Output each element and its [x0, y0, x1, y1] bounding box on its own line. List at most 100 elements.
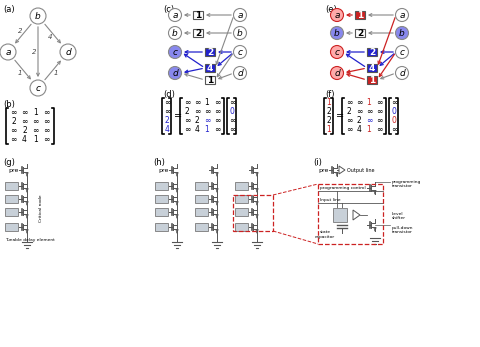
Circle shape [60, 44, 76, 60]
Text: 4: 4 [48, 34, 52, 40]
Bar [193, 29, 203, 37]
Text: ∞: ∞ [376, 107, 382, 116]
Text: programming control: programming control [320, 186, 366, 190]
Text: (g): (g) [3, 158, 15, 167]
Bar [205, 48, 215, 56]
Text: ∞: ∞ [391, 98, 397, 107]
Text: b: b [35, 11, 41, 20]
Text: 4: 4 [207, 64, 213, 73]
Text: ∞: ∞ [229, 125, 235, 134]
Circle shape [168, 26, 181, 40]
Text: Level
shifter: Level shifter [392, 212, 406, 220]
Bar [195, 208, 208, 216]
Bar [367, 48, 377, 56]
Polygon shape [353, 210, 360, 220]
Text: ∞: ∞ [204, 107, 210, 116]
Text: state
capacitor: state capacitor [315, 230, 335, 239]
Text: d: d [65, 48, 71, 57]
Text: ∞: ∞ [214, 125, 220, 134]
Text: 2: 2 [18, 28, 22, 34]
Text: b: b [399, 28, 405, 37]
Text: 2: 2 [357, 28, 363, 37]
Text: d: d [172, 68, 178, 77]
Text: c: c [36, 84, 40, 93]
Bar [195, 223, 208, 231]
Circle shape [233, 45, 247, 59]
Text: 4: 4 [165, 125, 169, 134]
Text: 1: 1 [18, 69, 22, 76]
Bar [355, 11, 365, 19]
Text: 2: 2 [326, 107, 331, 116]
Text: (f): (f) [325, 90, 335, 99]
Text: c: c [399, 48, 405, 57]
Text: ∞: ∞ [43, 126, 50, 135]
Text: ∞: ∞ [43, 135, 50, 144]
Text: 4: 4 [22, 135, 27, 144]
Text: a: a [5, 48, 11, 57]
Text: Output line: Output line [347, 168, 374, 172]
Text: ∞: ∞ [346, 125, 352, 134]
Circle shape [396, 67, 408, 79]
Bar [235, 223, 248, 231]
Circle shape [396, 8, 408, 22]
Text: (h): (h) [153, 158, 165, 167]
Text: ∞: ∞ [164, 98, 170, 107]
Bar [333, 208, 347, 222]
Text: ∞: ∞ [366, 116, 372, 125]
Bar [155, 208, 168, 216]
Text: 2: 2 [32, 49, 36, 55]
Bar [235, 195, 248, 203]
Text: 4: 4 [369, 64, 375, 73]
Text: 1: 1 [326, 125, 331, 134]
Text: =: = [336, 111, 344, 121]
Text: ∞: ∞ [214, 107, 220, 116]
Text: ∞: ∞ [194, 107, 200, 116]
Text: a: a [237, 10, 243, 19]
Text: c: c [335, 48, 339, 57]
Text: ∞: ∞ [214, 98, 220, 107]
Text: a: a [172, 10, 178, 19]
Text: ∞: ∞ [204, 116, 210, 125]
Text: 1: 1 [33, 108, 38, 117]
Text: ∞: ∞ [164, 107, 170, 116]
Text: 1: 1 [369, 76, 375, 85]
Text: ∞: ∞ [376, 125, 382, 134]
Circle shape [396, 26, 408, 40]
Text: 0: 0 [229, 107, 234, 116]
Circle shape [0, 44, 16, 60]
Text: 2: 2 [195, 28, 201, 37]
Text: ∞: ∞ [21, 108, 28, 117]
Text: 1: 1 [195, 10, 201, 19]
Bar [195, 195, 208, 203]
Text: (i): (i) [313, 158, 322, 167]
Text: (a): (a) [3, 5, 14, 14]
Text: ∞: ∞ [346, 116, 352, 125]
Circle shape [233, 8, 247, 22]
Circle shape [331, 26, 344, 40]
Circle shape [30, 8, 46, 24]
Text: (c): (c) [163, 5, 174, 14]
Text: 1: 1 [33, 135, 38, 144]
Bar [235, 208, 248, 216]
Text: ∞: ∞ [194, 98, 200, 107]
Text: ∞: ∞ [10, 108, 17, 117]
Circle shape [168, 45, 181, 59]
Text: 1: 1 [204, 125, 209, 134]
Text: b: b [237, 28, 243, 37]
Polygon shape [339, 166, 345, 174]
Text: d: d [237, 68, 243, 77]
Text: 1: 1 [326, 98, 331, 107]
Text: 4: 4 [357, 125, 361, 134]
Bar [5, 223, 18, 231]
Text: Input line: Input line [320, 198, 341, 202]
Circle shape [331, 8, 344, 22]
Text: ∞: ∞ [21, 117, 28, 126]
Text: 2: 2 [11, 117, 16, 126]
Text: ∞: ∞ [229, 98, 235, 107]
Text: ∞: ∞ [184, 98, 190, 107]
Text: pre: pre [9, 168, 19, 172]
Text: b: b [172, 28, 178, 37]
Text: programming
transistor: programming transistor [392, 180, 421, 188]
Bar [5, 208, 18, 216]
Text: a: a [399, 10, 405, 19]
